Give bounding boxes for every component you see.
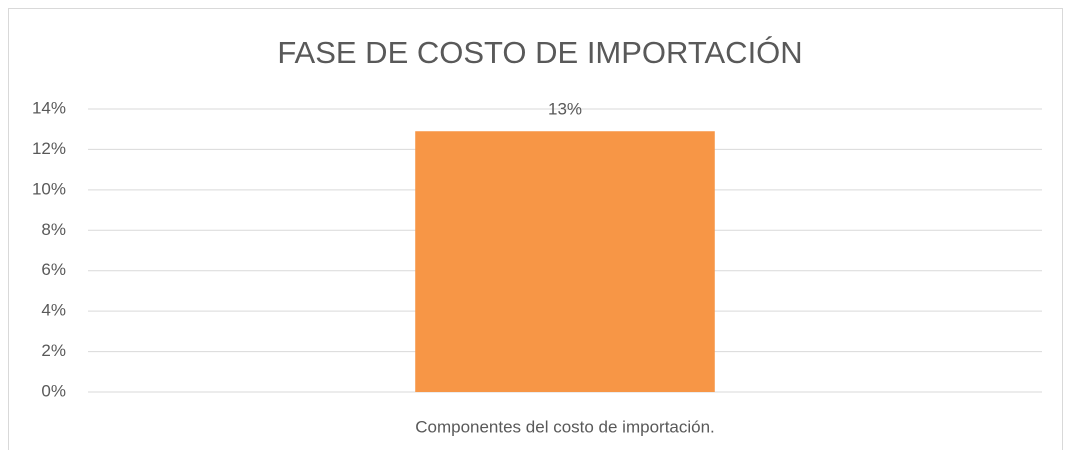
y-tick-label: 8% (41, 220, 66, 239)
y-tick-label: 2% (41, 341, 66, 360)
y-tick-label: 0% (41, 381, 66, 400)
chart-title: FASE DE COSTO DE IMPORTACIÓN (277, 35, 802, 70)
y-tick-label: 4% (41, 301, 66, 320)
x-tick-label: Componentes del costo de importación. (415, 417, 715, 436)
y-tick-label: 12% (32, 139, 66, 158)
y-tick-label: 10% (32, 179, 66, 198)
data-label: 13% (548, 100, 582, 119)
bar (415, 131, 715, 392)
y-tick-label: 6% (41, 260, 66, 279)
y-tick-label: 14% (32, 98, 66, 117)
